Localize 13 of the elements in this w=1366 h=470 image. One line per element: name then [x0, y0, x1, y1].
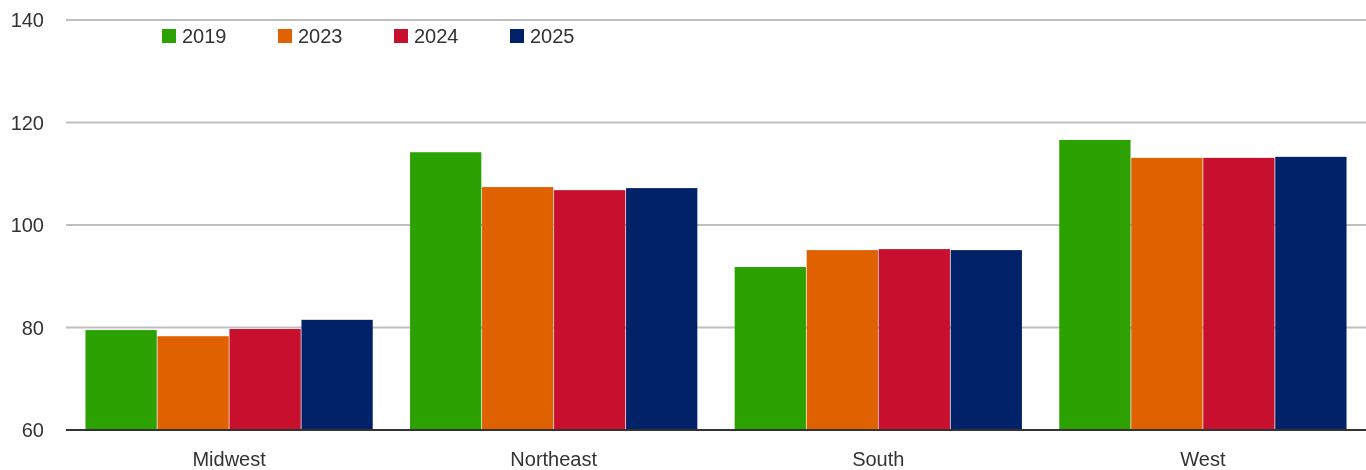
- y-tick-label: 60: [21, 419, 44, 441]
- legend-label: 2024: [414, 25, 459, 47]
- legend-label: 2023: [298, 25, 343, 47]
- x-tick-label: Northeast: [510, 448, 598, 470]
- legend-label: 2025: [530, 25, 575, 47]
- legend-label: 2019: [182, 25, 227, 47]
- x-tick-label: West: [1180, 448, 1226, 470]
- y-tick-label: 140: [10, 9, 44, 31]
- y-tick-label: 120: [10, 111, 44, 134]
- x-tick-label: South: [852, 448, 905, 470]
- y-tick-label: 80: [21, 316, 44, 339]
- y-tick-label: 100: [10, 214, 44, 236]
- x-tick-label: Midwest: [192, 448, 267, 470]
